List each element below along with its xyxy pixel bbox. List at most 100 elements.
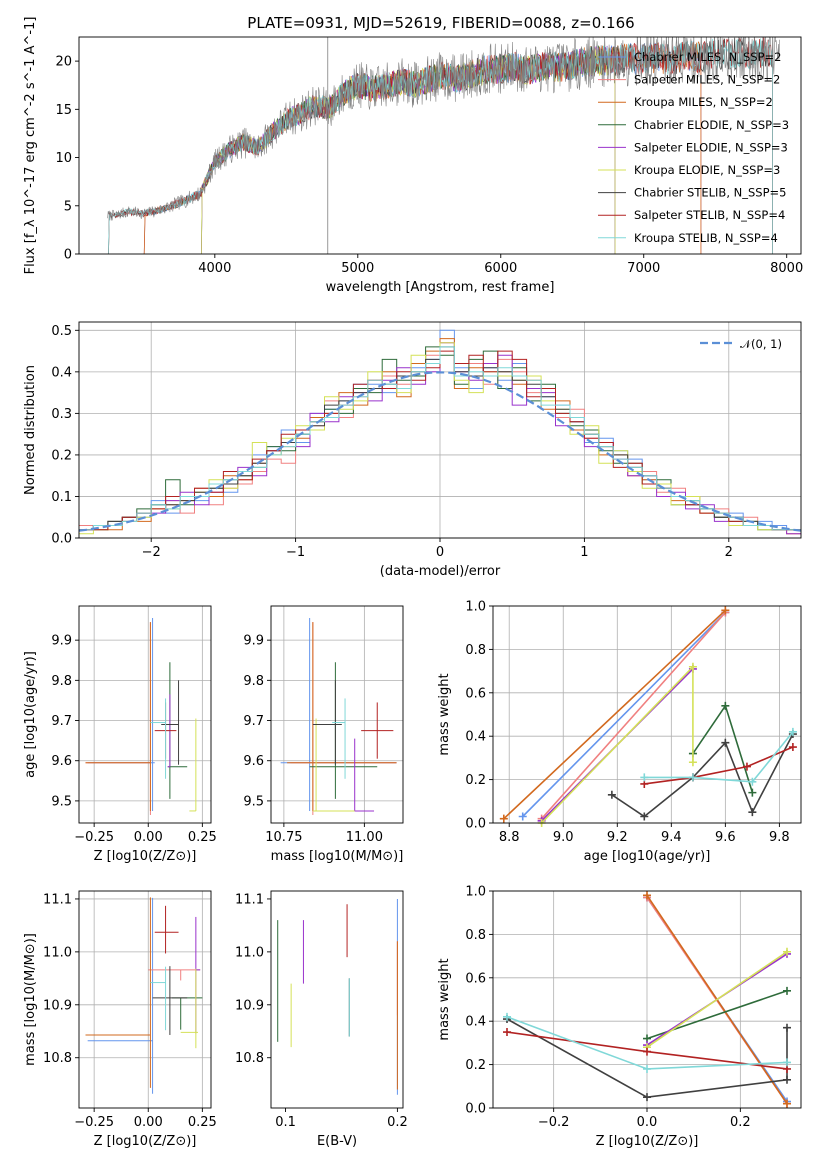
x-tick-label: 7000 [627,261,660,276]
weight-marker [503,1012,511,1021]
y-tick-label: 0.8 [465,928,486,943]
mass-vs-metallicity-panel: −0.25 0.00 0.25 10.8 10.9 11.0 11.1 Z [log10(Z/… [23,890,217,1149]
error-bar-point [87,897,154,1094]
weight-marker [748,788,757,797]
weight-marker [783,1099,791,1108]
weight-marker [783,1023,791,1032]
x-tick-label: 0.00 [134,830,163,845]
weight-marker [748,777,757,786]
x-tick-label: 9.2 [607,830,628,845]
x-tick-label: 8.8 [499,830,520,845]
y-tick-label: 0 [64,248,72,263]
y-tick-label: 9.5 [51,794,72,809]
error-bar-point [312,718,355,812]
legend-entry: Salpeter ELODIE, N_SSP=3 [634,140,788,154]
weight-vs-metallicity-panel: −0.2 0.0 0.2 0.0 0.2 0.4 0.6 0.8 1.0 Z [log10(Z/Z… [437,885,802,1149]
x-tick-label: 9.8 [769,830,790,845]
y-tick-label: 0.0 [465,1102,486,1117]
x-tick-label: 11.00 [346,830,383,845]
weight-lines [503,891,791,1108]
age-vs-metallicity-panel: −0.25 0.00 0.25 9.5 9.6 9.7 9.8 9.9 Z [log10(Z/Z… [23,605,217,864]
legend-entry: Kroupa ELODIE, N_SSP=3 [634,163,780,177]
y-tick-label: 11.0 [43,945,72,960]
weight-marker [721,606,730,615]
x-tick-label: 8000 [770,261,803,276]
x-tick-label: −1 [286,545,305,560]
weight-marker [688,773,697,782]
weight-marker [499,814,508,823]
x-tick-label: 0.2 [387,1115,408,1130]
y-tick-label: 0.4 [465,730,486,745]
x-axis-label: (data-model)/error [380,564,501,579]
y-tick-label: 0.0 [51,532,72,547]
y-tick-label: 9.7 [243,714,264,729]
plot-frame [270,890,404,1109]
observed-spectrum-line [107,37,780,221]
y-axis-label: Flux [f_λ 10^-17 erg cm^-2 s^-1 A^-1] [23,17,38,275]
weight-series-line [506,1018,788,1099]
y-tick-label: 11.1 [235,892,264,907]
x-tick-label: 1 [580,545,588,560]
y-tick-label: 1.0 [465,600,486,615]
error-bars [280,618,397,815]
weight-series-line [503,609,726,820]
spectrum-panel: 4000 5000 6000 7000 8000 0 5 10 15 20 wavelength [… [23,17,803,295]
x-axis-label: mass [log10(M/M⊙)] [271,849,404,864]
x-tick-label: 9.6 [715,830,736,845]
plot-frame [78,36,802,255]
x-tick-label: 5000 [341,261,374,276]
error-bar-point [338,738,375,812]
weight-marker [742,762,751,771]
y-tick-label: 9.9 [243,634,264,649]
error-bar-point [150,966,167,1031]
error-bar-point [85,622,151,815]
legend-entry: Chabrier ELODIE, N_SSP=3 [634,118,789,132]
y-tick-label: 11.0 [235,945,264,960]
error-bars [277,898,398,1095]
y-tick-label: 10 [55,151,72,166]
normal-curve [78,371,802,532]
y-tick-label: 20 [55,55,72,70]
weight-marker [518,812,527,821]
y-axis-label: age [log10(age/yr)] [23,651,38,778]
error-bar-point [332,698,346,779]
y-tick-label: 0.4 [465,1015,486,1030]
x-axis-label: Z [log10(Z/Z⊙)] [94,1134,197,1149]
y-tick-label: 0.0 [465,817,486,832]
x-tick-label: 6000 [484,261,517,276]
y-tick-label: 10.9 [43,998,72,1013]
y-tick-label: 0.1 [51,490,72,505]
y-tick-label: 11.1 [43,892,72,907]
error-bar-point [280,618,397,811]
normal-legend-label: 𝒩(0, 1) [740,337,782,351]
weight-marker [643,1093,651,1102]
legend-entry: Salpeter MILES, N_SSP=2 [634,73,780,87]
weight-vs-age-panel: 8.8 9.0 9.2 9.4 9.6 9.8 0.0 0.2 0.4 0.6 0.8 1.0 age … [437,600,802,864]
y-tick-label: 0.2 [51,448,72,463]
weight-marker [721,738,730,747]
error-bar-point [148,969,201,981]
age-vs-mass-panel: 10.75 11.00 9.5 9.6 9.7 9.8 9.9 mass [log10(M/M… [243,605,404,864]
error-bar-point [85,897,151,1088]
x-tick-label: −2 [142,545,161,560]
weight-marker [788,743,797,752]
error-bar-point [161,680,180,765]
weight-marker [688,758,697,767]
weight-series-line [541,611,726,820]
error-bar-point [195,916,201,1034]
y-tick-label: 9.7 [51,714,72,729]
error-bar-point [150,698,167,779]
x-axis-label: E(B-V) [317,1134,357,1149]
x-tick-label: 9.0 [553,830,574,845]
y-tick-label: 15 [55,103,72,118]
error-bar-point [154,905,179,954]
y-tick-label: 5 [64,199,72,214]
weight-marker [783,1058,791,1067]
legend-entry: Salpeter STELIB, N_SSP=4 [634,208,785,222]
weight-marker [503,1028,511,1037]
error-bars [85,618,197,815]
spectrum-lines [107,37,780,254]
error-bar-point [152,966,188,1035]
y-tick-label: 0.6 [465,971,486,986]
legend-entry: Chabrier STELIB, N_SSP=5 [634,186,786,200]
